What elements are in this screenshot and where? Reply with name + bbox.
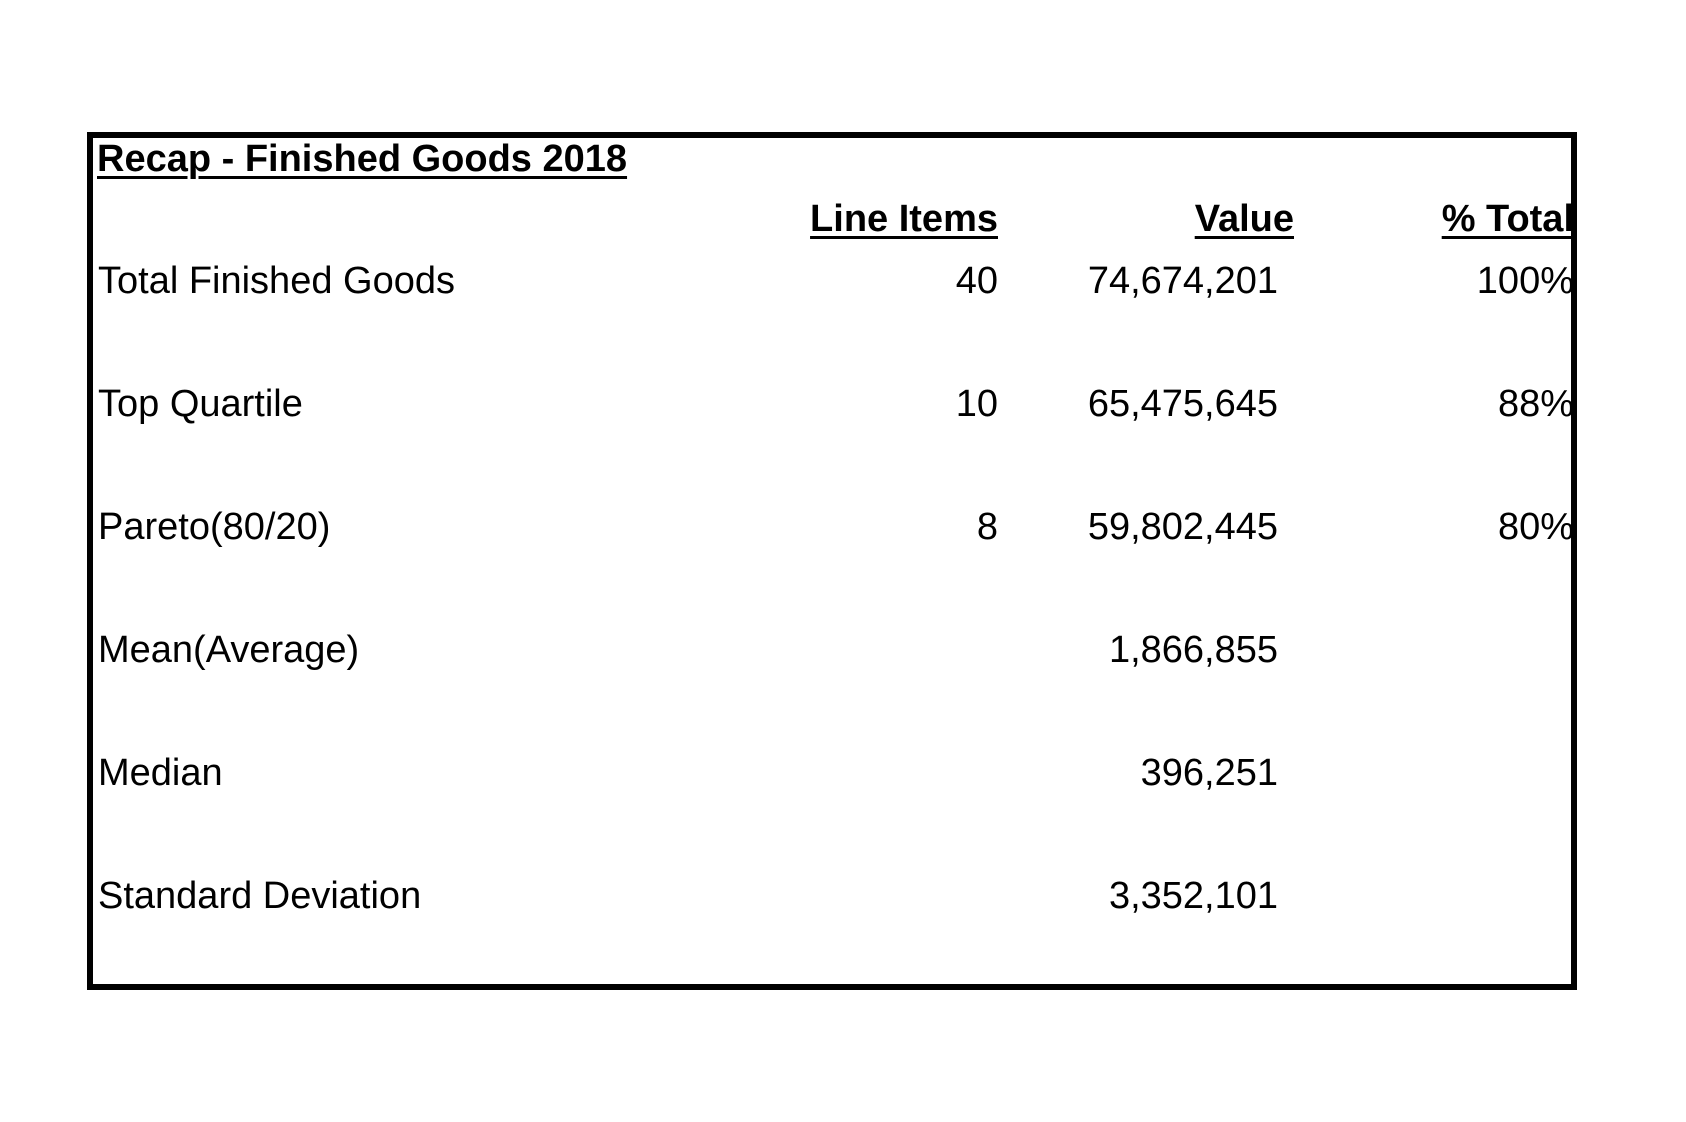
row-label: Total Finished Goods bbox=[98, 260, 455, 302]
row-value: 3,352,101 bbox=[1108, 875, 1278, 917]
row-label: Standard Deviation bbox=[98, 875, 422, 917]
row-pct-total: 80% bbox=[1497, 506, 1574, 548]
table-title: Recap - Finished Goods 2018 bbox=[97, 138, 628, 180]
header-pct-total: % Total bbox=[1441, 198, 1574, 240]
row-line-items: 40 bbox=[955, 260, 998, 302]
recap-table-border bbox=[87, 132, 1577, 990]
row-value: 74,674,201 bbox=[1087, 260, 1278, 302]
row-value: 59,802,445 bbox=[1087, 506, 1278, 548]
header-line-items: Line Items bbox=[810, 198, 998, 240]
row-label: Top Quartile bbox=[98, 383, 303, 425]
row-value: 65,475,645 bbox=[1087, 383, 1278, 425]
row-label: Median bbox=[98, 752, 223, 794]
row-pct-total: 88% bbox=[1497, 383, 1574, 425]
table-row-top-quartile: Top Quartile 10 65,475,645 88% bbox=[0, 383, 1686, 433]
header-value: Value bbox=[1194, 198, 1294, 240]
row-value: 1,866,855 bbox=[1108, 629, 1278, 671]
table-row-pareto: Pareto(80/20) 8 59,802,445 80% bbox=[0, 506, 1686, 556]
row-label: Pareto(80/20) bbox=[98, 506, 331, 548]
row-label: Mean(Average) bbox=[98, 629, 360, 671]
row-pct-total: 100% bbox=[1476, 260, 1574, 302]
row-line-items: 8 bbox=[976, 506, 998, 548]
row-line-items: 10 bbox=[955, 383, 998, 425]
table-row-mean: Mean(Average) 1,866,855 bbox=[0, 629, 1686, 679]
table-row-median: Median 396,251 bbox=[0, 752, 1686, 802]
table-row-standard-deviation: Standard Deviation 3,352,101 bbox=[0, 875, 1686, 925]
table-row-total-finished-goods: Total Finished Goods 40 74,674,201 100% bbox=[0, 260, 1686, 310]
row-value: 396,251 bbox=[1140, 752, 1278, 794]
